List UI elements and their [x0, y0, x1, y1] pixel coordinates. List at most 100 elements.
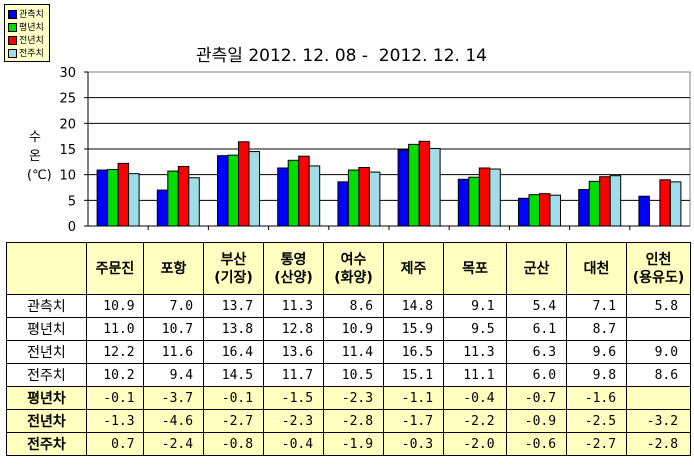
table-cell: 5.4	[506, 294, 567, 318]
table-cell: -2.8	[626, 432, 691, 456]
table-cell: 11.4	[323, 340, 384, 364]
legend-label: 평년치	[19, 23, 44, 33]
row-label: 평년차	[6, 386, 87, 410]
bar	[107, 169, 119, 227]
legend-item: 관측치	[8, 9, 44, 21]
table-row: 전주차 0.7 -2.4 -0.8 -0.4 -1.9 -0.3 -2.0 -0…	[6, 432, 691, 456]
table-cell: 10.5	[323, 363, 384, 387]
table-cell: 8.6	[323, 294, 384, 318]
bar	[638, 195, 650, 227]
table-cell: -0.7	[506, 386, 567, 410]
table-cell: -0.1	[86, 386, 144, 410]
bar	[489, 168, 501, 227]
table-cell: 13.8	[203, 317, 264, 341]
legend-item: 평년치	[8, 22, 44, 34]
table-cell: -3.2	[626, 409, 691, 433]
bar	[238, 141, 250, 227]
y-tick-label: 30	[59, 66, 76, 81]
table-cell: -2.2	[443, 409, 507, 433]
table-cell: 13.7	[203, 294, 264, 318]
legend-item: 전주치	[8, 48, 44, 60]
table-cell: -2.3	[323, 386, 384, 410]
column-header: 포항	[143, 242, 204, 295]
table-row: 평년치 11.0 10.7 13.8 12.8 10.9 15.9 9.5 6.…	[6, 317, 691, 341]
bar	[418, 140, 431, 227]
bar	[609, 175, 622, 227]
bar	[117, 162, 130, 227]
legend-label: 전년치	[19, 36, 44, 46]
legend-swatch	[8, 10, 17, 19]
y-tick-label: 0	[68, 220, 76, 235]
table-cell: 13.6	[263, 340, 324, 364]
table-cell: 10.9	[86, 294, 144, 318]
data-table: 주문진 포항 부산 (기장) 통영 (산양) 여수 (화양) 제주 목포 군산 대천 인천 (용유도) 관측…	[6, 242, 691, 456]
bar	[128, 173, 140, 227]
legend-swatch	[8, 36, 17, 45]
column-header: 통영 (산양)	[263, 242, 324, 295]
y-axis-label-line: 수	[29, 130, 41, 145]
bar	[578, 189, 590, 227]
bar	[337, 181, 349, 227]
bar	[659, 179, 671, 227]
table-cell: 15.9	[383, 317, 444, 341]
table-cell: -2.5	[566, 409, 627, 433]
table-cell: 16.4	[203, 340, 264, 364]
bar	[358, 166, 370, 227]
bar	[468, 176, 480, 227]
table-cell: 9.5	[443, 317, 507, 341]
table-cell: -0.6	[506, 432, 567, 456]
table-cell: 9.8	[566, 363, 627, 387]
bar	[528, 194, 540, 227]
table-cell: -0.3	[383, 432, 444, 456]
table-cell: 11.6	[143, 340, 204, 364]
legend-item: 전년치	[8, 35, 44, 47]
table-cell: 5.8	[626, 294, 691, 318]
table-cell: 11.1	[443, 363, 507, 387]
table-cell: -1.9	[323, 432, 384, 456]
table-cell: 0.7	[86, 432, 144, 456]
bar	[457, 178, 470, 227]
y-tick-label: 10	[59, 169, 76, 184]
table-cell: 6.1	[506, 317, 567, 341]
bar	[478, 167, 491, 227]
table-cell: -0.9	[506, 409, 567, 433]
bar	[96, 169, 109, 227]
table-cell: -4.6	[143, 409, 204, 433]
table-cell: 10.7	[143, 317, 204, 341]
table-cell: -3.7	[143, 386, 204, 410]
bar	[156, 189, 169, 227]
row-label: 전년치	[6, 340, 87, 364]
table-cell: 12.2	[86, 340, 144, 364]
table-cell: -2.4	[143, 432, 204, 456]
chart-title: 관측일 2012. 12. 08 - 2012. 12. 14	[196, 46, 487, 66]
bar	[599, 176, 611, 227]
table-cell: 11.0	[86, 317, 144, 341]
table-header-row: 주문진 포항 부산 (기장) 통영 (산양) 여수 (화양) 제주 목포 군산 대천 인천 (용유도)	[6, 242, 691, 295]
bar	[347, 169, 360, 227]
table-cell: -2.7	[203, 409, 264, 433]
bar-chart: 0 5 10 15 20 25 30	[59, 66, 691, 235]
table-cell: 8.7	[566, 317, 627, 341]
y-tick-label: 25	[59, 92, 76, 107]
row-label: 전주치	[6, 363, 87, 387]
bar	[167, 170, 179, 227]
table-cell: 15.1	[383, 363, 444, 387]
legend-swatch	[8, 49, 17, 58]
table-cell: 10.9	[323, 317, 384, 341]
table-cell: 9.4	[143, 363, 204, 387]
legend-swatch	[8, 23, 17, 32]
y-axis-label-line: 온	[29, 149, 41, 164]
table-cell: -0.4	[443, 386, 507, 410]
table-cell	[626, 317, 691, 341]
bar	[518, 197, 530, 227]
table-cell: -0.8	[203, 432, 264, 456]
y-tick-label: 20	[59, 117, 76, 132]
bar	[549, 194, 561, 227]
table-row: 전년치 12.2 11.6 16.4 13.6 11.4 16.5 11.3 6…	[6, 340, 691, 364]
bar	[397, 149, 410, 227]
bar	[248, 151, 260, 227]
table-row: 전년차 -1.3 -4.6 -2.7 -2.3 -2.8 -1.7 -2.2 -…	[6, 409, 691, 433]
table-cell: -1.6	[566, 386, 627, 410]
column-header: 주문진	[86, 242, 144, 295]
